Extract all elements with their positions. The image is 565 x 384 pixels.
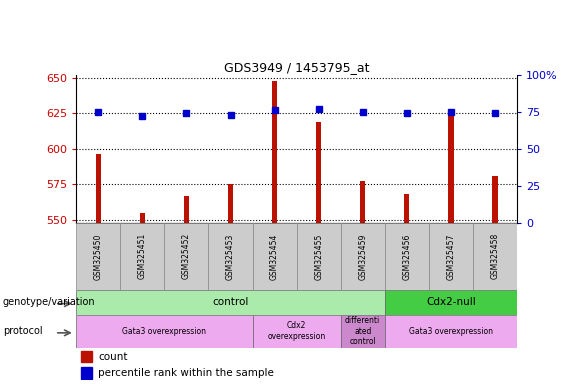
Bar: [297, 223, 341, 290]
Bar: [253, 315, 341, 348]
Text: GSM325452: GSM325452: [182, 233, 191, 280]
Bar: [76, 290, 385, 315]
Bar: [272, 81, 277, 223]
Bar: [81, 367, 92, 379]
Bar: [253, 223, 297, 290]
Text: Cdx2
overexpression: Cdx2 overexpression: [267, 321, 326, 341]
Bar: [448, 113, 454, 223]
Text: GSM325453: GSM325453: [226, 233, 235, 280]
Text: count: count: [98, 352, 128, 362]
Bar: [341, 315, 385, 348]
Bar: [140, 213, 145, 223]
Bar: [360, 182, 366, 223]
Bar: [184, 196, 189, 223]
Text: protocol: protocol: [3, 326, 42, 336]
Text: Gata3 overexpression: Gata3 overexpression: [123, 327, 206, 336]
Text: Cdx2-null: Cdx2-null: [426, 297, 476, 308]
Bar: [473, 223, 517, 290]
Text: differenti
ated
control: differenti ated control: [345, 316, 380, 346]
Text: GSM325451: GSM325451: [138, 233, 147, 280]
Bar: [341, 223, 385, 290]
Text: GSM325458: GSM325458: [490, 233, 499, 280]
Text: GSM325455: GSM325455: [314, 233, 323, 280]
Bar: [120, 223, 164, 290]
Text: Gata3 overexpression: Gata3 overexpression: [409, 327, 493, 336]
Bar: [76, 223, 120, 290]
Bar: [316, 122, 321, 223]
Title: GDS3949 / 1453795_at: GDS3949 / 1453795_at: [224, 61, 370, 74]
Text: percentile rank within the sample: percentile rank within the sample: [98, 368, 274, 378]
Text: GSM325454: GSM325454: [270, 233, 279, 280]
Text: GSM325459: GSM325459: [358, 233, 367, 280]
Bar: [492, 176, 498, 223]
Text: GSM325456: GSM325456: [402, 233, 411, 280]
Bar: [95, 154, 101, 223]
Bar: [429, 223, 473, 290]
Text: GSM325457: GSM325457: [446, 233, 455, 280]
Bar: [404, 194, 410, 223]
Bar: [385, 290, 517, 315]
Bar: [385, 315, 517, 348]
Bar: [208, 223, 253, 290]
Bar: [81, 351, 92, 362]
Bar: [164, 223, 208, 290]
Text: GSM325450: GSM325450: [94, 233, 103, 280]
Bar: [76, 315, 253, 348]
Text: control: control: [212, 297, 249, 308]
Bar: [385, 223, 429, 290]
Bar: [228, 184, 233, 223]
Text: genotype/variation: genotype/variation: [3, 297, 95, 308]
